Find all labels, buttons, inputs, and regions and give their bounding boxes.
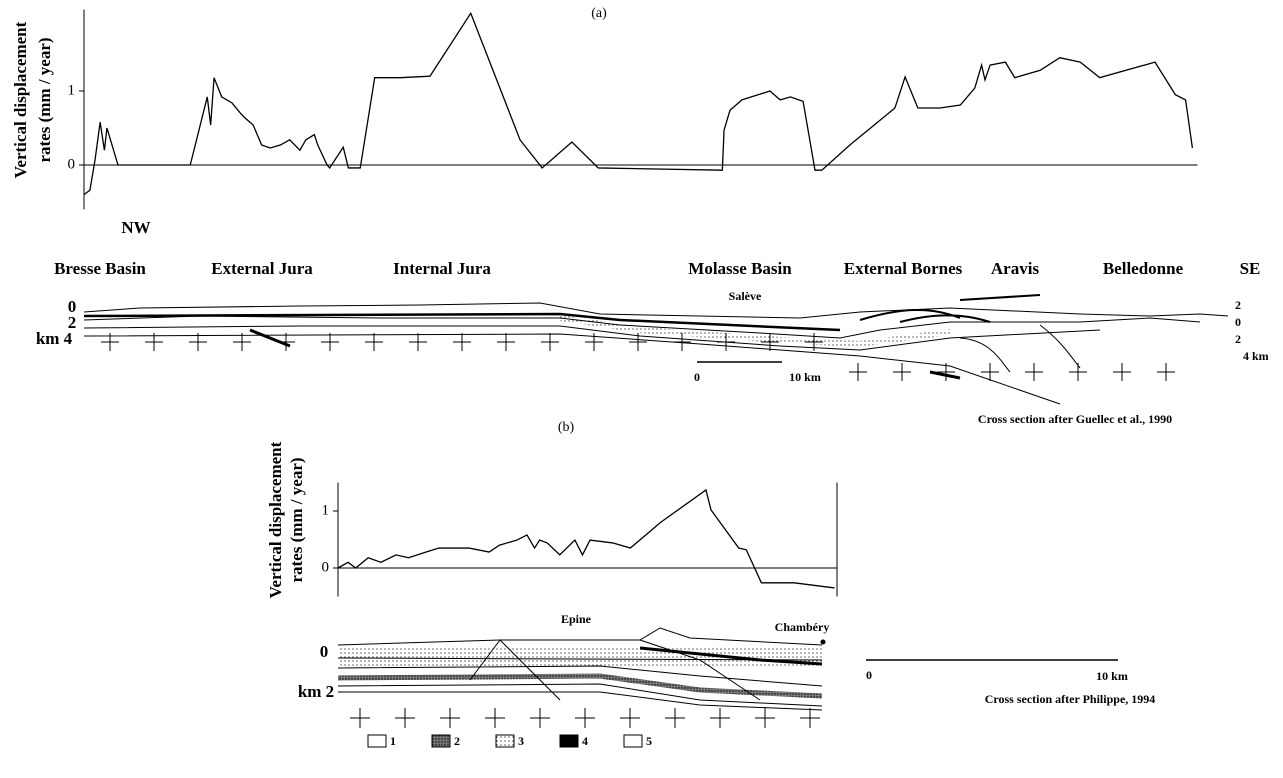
basement-cross <box>575 708 595 728</box>
scale-label: 10 km <box>789 370 821 384</box>
data-line <box>83 11 1194 196</box>
depth-label: km 4 <box>36 329 73 348</box>
basement-cross <box>189 333 207 351</box>
basement-cross <box>350 708 370 728</box>
basement-cross <box>717 333 735 351</box>
basement-cross <box>440 708 460 728</box>
basement-cross <box>893 363 911 381</box>
y-tick-label: 1 <box>68 82 76 98</box>
cross-section-b <box>337 627 826 711</box>
basement-cross <box>620 708 640 728</box>
legend-swatch <box>495 734 515 748</box>
basement-cross <box>805 333 823 351</box>
credit: Cross section after Philippe, 1994 <box>985 692 1156 706</box>
basement-cross <box>1113 363 1131 381</box>
legend-label: 5 <box>646 734 652 748</box>
basement-cross <box>233 333 251 351</box>
legend-label: 3 <box>518 734 524 748</box>
credit: Cross section after Guellec et al., 1990 <box>978 412 1172 426</box>
y-axis-title: rates (mm / year) <box>35 37 54 162</box>
y-tick-label: 1 <box>322 502 330 518</box>
place-label: Epine <box>561 612 592 626</box>
y-axis-title: Vertical displacement <box>11 21 30 178</box>
scale-label: 10 km <box>1096 669 1128 683</box>
panel-label: (a) <box>591 6 607 21</box>
region-label: External Bornes <box>844 259 963 278</box>
place-label: Salève <box>729 289 762 303</box>
legend-label: 4 <box>582 734 588 748</box>
y-axis-title: rates (mm / year) <box>287 457 306 582</box>
basement-cross <box>321 333 339 351</box>
data-line <box>337 488 835 589</box>
basement-cross <box>665 708 685 728</box>
basement-cross <box>145 333 163 351</box>
basement-cross <box>541 333 559 351</box>
region-label: Internal Jura <box>393 259 491 278</box>
basement-cross <box>453 333 471 351</box>
legend-swatch <box>431 734 451 748</box>
basement-cross <box>937 363 955 381</box>
depth-label: 2 <box>1235 332 1241 346</box>
basement-cross <box>409 333 427 351</box>
basement-cross <box>761 333 779 351</box>
basement-cross <box>1025 363 1043 381</box>
scale-label: 0 <box>866 668 872 682</box>
region-label: External Jura <box>211 259 313 278</box>
region-label: Bresse Basin <box>54 259 146 278</box>
depth-label: 0 <box>320 642 329 661</box>
region-label: Molasse Basin <box>688 259 792 278</box>
depth-label: 2 <box>1235 298 1241 312</box>
basement-cross <box>981 363 999 381</box>
region-label: Aravis <box>991 259 1040 278</box>
place-label: Chambéry <box>775 620 830 634</box>
basement-cross <box>585 333 603 351</box>
basement-cross <box>530 708 550 728</box>
panel-label: (b) <box>558 420 575 435</box>
depth-label: 4 km <box>1243 349 1269 363</box>
depth-label: km 2 <box>298 682 334 701</box>
basement-cross <box>1157 363 1175 381</box>
basement-cross <box>710 708 730 728</box>
basement-cross <box>673 333 691 351</box>
legend-swatch <box>623 734 643 748</box>
cross-section-a <box>83 294 1229 405</box>
legend-swatch <box>367 734 387 748</box>
legend-label: 1 <box>390 734 396 748</box>
basement-cross <box>1069 363 1087 381</box>
depth-label: 0 <box>68 297 77 316</box>
basement-cross <box>365 333 383 351</box>
legend-swatch <box>559 734 579 748</box>
region-label: Belledonne <box>1103 259 1184 278</box>
basement-cross <box>849 363 867 381</box>
basement-cross <box>277 333 295 351</box>
basement-cross <box>497 333 515 351</box>
basement-cross <box>629 333 647 351</box>
y-tick-label: 0 <box>322 559 330 575</box>
y-tick-label: 0 <box>68 156 76 172</box>
basement-cross <box>800 708 820 728</box>
scale-label: 0 <box>694 370 700 384</box>
region-label: NW <box>121 218 150 237</box>
depth-label: 0 <box>1235 315 1241 329</box>
basement-cross <box>485 708 505 728</box>
legend-label: 2 <box>454 734 460 748</box>
basement-cross <box>755 708 775 728</box>
y-axis-title: Vertical displacement <box>266 441 285 598</box>
basement-cross <box>101 333 119 351</box>
region-label: SE <box>1240 259 1261 278</box>
basement-cross <box>395 708 415 728</box>
depth-label: 2 <box>68 313 77 332</box>
